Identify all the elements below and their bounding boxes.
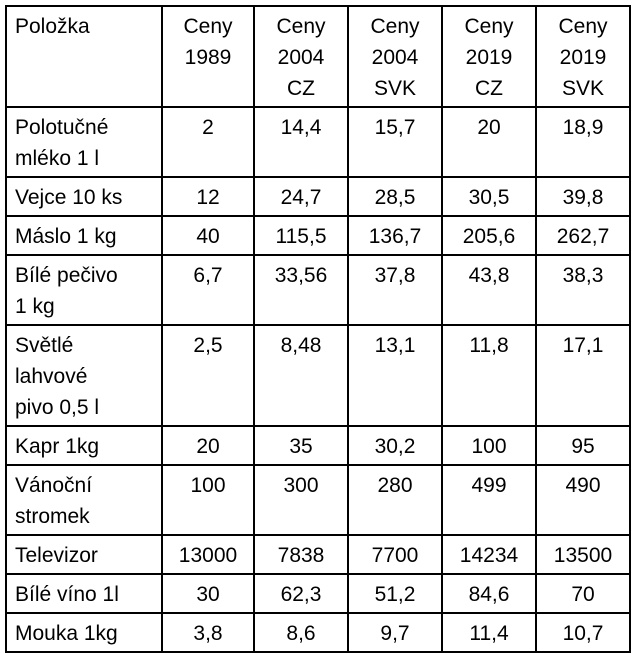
item-cell: Kapr 1kg (5, 425, 163, 466)
value-cell: 100 (161, 464, 255, 536)
value-cell: 9,7 (347, 612, 443, 653)
value-cell: 20 (441, 106, 537, 178)
value-cell: 28,5 (347, 176, 443, 217)
value-cell: 100 (441, 425, 537, 466)
value-cell: 30 (161, 573, 255, 614)
value-cell: 3,8 (161, 612, 255, 653)
item-cell: Televizor (5, 534, 163, 575)
value-cell: 11,8 (441, 324, 537, 427)
header-price-2019-cz: Ceny 2019 CZ (441, 5, 537, 108)
value-cell: 280 (347, 464, 443, 536)
value-cell: 18,9 (535, 106, 631, 178)
value-cell: 20 (161, 425, 255, 466)
value-cell: 499 (441, 464, 537, 536)
table-row: Mouka 1kg 3,8 8,6 9,7 11,4 10,7 (5, 612, 631, 653)
table-row: Bílé víno 1l 30 62,3 51,2 84,6 70 (5, 573, 631, 614)
value-cell: 10,7 (535, 612, 631, 653)
value-cell: 13,1 (347, 324, 443, 427)
value-cell: 115,5 (253, 215, 349, 256)
value-cell: 2 (161, 106, 255, 178)
value-cell: 51,2 (347, 573, 443, 614)
value-cell: 8,48 (253, 324, 349, 427)
value-cell: 13000 (161, 534, 255, 575)
value-cell: 300 (253, 464, 349, 536)
value-cell: 30,2 (347, 425, 443, 466)
header-row: Položka Ceny 1989 Ceny 2004 CZ Ceny 2004… (5, 5, 631, 108)
table-row: Polotučné mléko 1 l 2 14,4 15,7 20 18,9 (5, 106, 631, 178)
table-row: Světlé lahvové pivo 0,5 l 2,5 8,48 13,1 … (5, 324, 631, 427)
item-cell: Mouka 1kg (5, 612, 163, 653)
value-cell: 40 (161, 215, 255, 256)
value-cell: 13500 (535, 534, 631, 575)
value-cell: 24,7 (253, 176, 349, 217)
value-cell: 17,1 (535, 324, 631, 427)
table-row: Máslo 1 kg 40 115,5 136,7 205,6 262,7 (5, 215, 631, 256)
header-price-2004-svk: Ceny 2004 SVK (347, 5, 443, 108)
value-cell: 7700 (347, 534, 443, 575)
table-row: Vejce 10 ks 12 24,7 28,5 30,5 39,8 (5, 176, 631, 217)
value-cell: 11,4 (441, 612, 537, 653)
value-cell: 6,7 (161, 254, 255, 326)
header-item: Položka (5, 5, 163, 108)
value-cell: 7838 (253, 534, 349, 575)
value-cell: 205,6 (441, 215, 537, 256)
item-cell: Bílé víno 1l (5, 573, 163, 614)
value-cell: 38,3 (535, 254, 631, 326)
item-cell: Světlé lahvové pivo 0,5 l (5, 324, 163, 427)
value-cell: 8,6 (253, 612, 349, 653)
item-cell: Vejce 10 ks (5, 176, 163, 217)
value-cell: 262,7 (535, 215, 631, 256)
value-cell: 490 (535, 464, 631, 536)
value-cell: 33,56 (253, 254, 349, 326)
value-cell: 84,6 (441, 573, 537, 614)
value-cell: 14,4 (253, 106, 349, 178)
item-cell: Bílé pečivo 1 kg (5, 254, 163, 326)
table-row: Bílé pečivo 1 kg 6,7 33,56 37,8 43,8 38,… (5, 254, 631, 326)
value-cell: 136,7 (347, 215, 443, 256)
header-price-2019-svk: Ceny 2019 SVK (535, 5, 631, 108)
value-cell: 95 (535, 425, 631, 466)
price-table: Položka Ceny 1989 Ceny 2004 CZ Ceny 2004… (5, 5, 631, 653)
table-row: Vánoční stromek 100 300 280 499 490 (5, 464, 631, 536)
value-cell: 37,8 (347, 254, 443, 326)
table-row: Televizor 13000 7838 7700 14234 13500 (5, 534, 631, 575)
table-row: Kapr 1kg 20 35 30,2 100 95 (5, 425, 631, 466)
value-cell: 39,8 (535, 176, 631, 217)
value-cell: 70 (535, 573, 631, 614)
value-cell: 30,5 (441, 176, 537, 217)
item-cell: Máslo 1 kg (5, 215, 163, 256)
value-cell: 14234 (441, 534, 537, 575)
item-cell: Polotučné mléko 1 l (5, 106, 163, 178)
header-price-2004-cz: Ceny 2004 CZ (253, 5, 349, 108)
value-cell: 15,7 (347, 106, 443, 178)
value-cell: 35 (253, 425, 349, 466)
value-cell: 62,3 (253, 573, 349, 614)
value-cell: 2,5 (161, 324, 255, 427)
value-cell: 43,8 (441, 254, 537, 326)
header-price-1989: Ceny 1989 (161, 5, 255, 108)
item-cell: Vánoční stromek (5, 464, 163, 536)
value-cell: 12 (161, 176, 255, 217)
